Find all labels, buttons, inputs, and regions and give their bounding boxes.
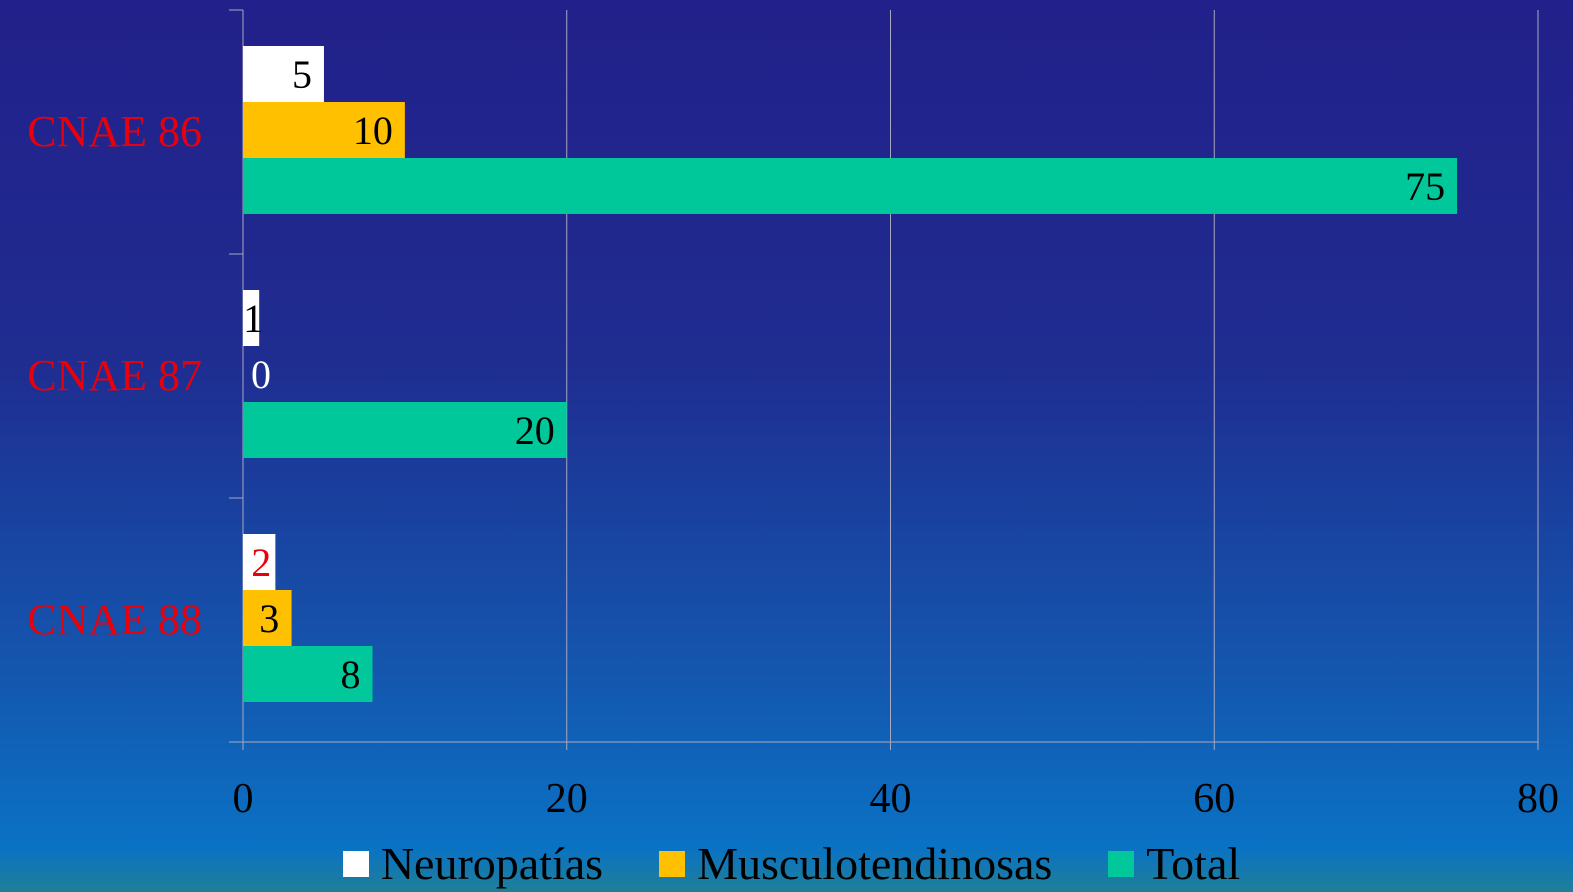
gridlines xyxy=(566,10,1539,742)
data-label-total-1: 20 xyxy=(515,408,555,453)
category-label-2: CNAE 88 xyxy=(27,595,202,644)
x-tick-label-80: 80 xyxy=(1517,776,1559,822)
data-label-neuropatias-0: 5 xyxy=(292,52,312,97)
bar-neuropatias-2 xyxy=(243,534,276,590)
legend-swatch-musculotendinosas xyxy=(659,851,686,877)
legend-swatch-neuropatias xyxy=(342,851,369,877)
x-tick-label-0: 0 xyxy=(233,776,254,822)
legend-item-total: Total xyxy=(1108,841,1240,887)
data-label-neuropatias-1: 1 xyxy=(243,296,263,341)
data-label-musculotendinosas-2: 3 xyxy=(259,596,279,641)
bar-total-2 xyxy=(243,646,373,702)
x-tick-label-40: 40 xyxy=(870,776,912,822)
legend-label-musculotendinosas: Musculotendinosas xyxy=(697,838,1053,889)
bar-musculotendinosas-0 xyxy=(243,102,405,158)
data-label-musculotendinosas-1: 0 xyxy=(251,352,271,397)
data-label-musculotendinosas-0: 10 xyxy=(353,108,393,153)
axes xyxy=(229,9,1539,750)
bar-neuropatias-0 xyxy=(243,46,324,102)
bar-total-1 xyxy=(243,402,567,458)
bars xyxy=(243,46,1458,702)
bar-neuropatias-1 xyxy=(243,290,260,346)
category-label-0: CNAE 86 xyxy=(27,107,202,156)
legend-swatch-total xyxy=(1108,851,1135,877)
data-label-total-2: 8 xyxy=(341,652,361,697)
legend-label-neuropatias: Neuropatías xyxy=(380,838,604,889)
bar-total-0 xyxy=(243,158,1458,214)
data-label-neuropatias-2: 2 xyxy=(251,540,271,585)
data-label-total-0: 75 xyxy=(1405,164,1445,209)
x-tick-label-20: 20 xyxy=(546,776,588,822)
legend: Neuropatías Musculotendinosas Total xyxy=(0,836,1573,892)
category-labels: CNAE 86 CNAE 87 CNAE 88 xyxy=(27,107,202,644)
bar-musculotendinosas-2 xyxy=(243,590,292,646)
x-tick-labels: 0 20 40 60 80 xyxy=(233,776,1560,822)
legend-item-neuropatias: Neuropatías xyxy=(342,838,604,889)
legend-label-total: Total xyxy=(1146,838,1241,889)
category-label-1: CNAE 87 xyxy=(27,351,202,400)
x-tick-label-60: 60 xyxy=(1193,776,1235,822)
legend-item-musculotendinosas: Musculotendinosas xyxy=(659,841,1052,887)
